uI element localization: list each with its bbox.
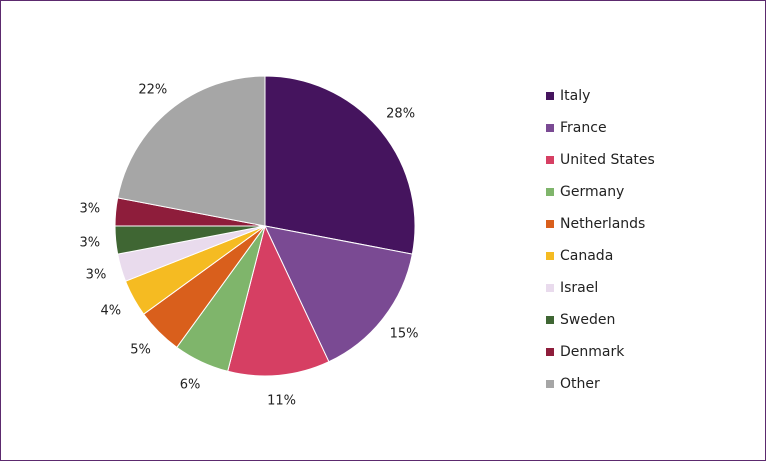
legend-item: Denmark — [546, 336, 655, 368]
slice-label-netherlands: 5% — [130, 342, 151, 358]
legend-label: Germany — [560, 184, 625, 200]
legend-item: France — [546, 112, 655, 144]
legend-label: Denmark — [560, 344, 625, 360]
slice-label-france: 15% — [389, 326, 419, 342]
pie-slice-other — [117, 75, 266, 227]
legend-swatch — [546, 220, 554, 228]
slice-label-germany: 6% — [179, 377, 201, 393]
slice-label-canada: 4% — [100, 303, 122, 319]
legend-label: Canada — [560, 248, 614, 264]
legend-swatch — [546, 124, 554, 132]
legend-item: United States — [546, 144, 655, 176]
legend-item: Israel — [546, 272, 655, 304]
legend-item: Other — [546, 368, 655, 400]
legend-swatch — [546, 92, 554, 100]
pie-slice-united-states — [227, 224, 330, 377]
legend-label: Sweden — [560, 312, 616, 328]
legend-label: Israel — [560, 280, 599, 296]
pie-slice-italy — [264, 75, 416, 255]
legend-swatch — [546, 252, 554, 260]
legend-item: Italy — [546, 80, 655, 112]
legend-label: Netherlands — [560, 216, 646, 232]
slice-label-israel: 3% — [85, 267, 107, 283]
slice-label-sweden: 3% — [79, 235, 101, 251]
legend-item: Sweden — [546, 304, 655, 336]
legend-item: Netherlands — [546, 208, 655, 240]
legend-label: Other — [560, 376, 600, 392]
legend: Italy France United States Germany Netherlan… — [546, 80, 655, 400]
legend-swatch — [546, 316, 554, 324]
legend-swatch — [546, 380, 554, 388]
slice-label-italy: 28% — [386, 106, 416, 122]
slice-label-united-states: 11% — [267, 393, 297, 409]
legend-swatch — [546, 156, 554, 164]
legend-swatch — [546, 348, 554, 356]
legend-swatch — [546, 188, 554, 196]
legend-item: Canada — [546, 240, 655, 272]
legend-label: Italy — [560, 88, 591, 104]
legend-item: Germany — [546, 176, 655, 208]
slice-label-other: 22% — [138, 82, 168, 98]
legend-label: United States — [560, 152, 655, 168]
legend-swatch — [546, 284, 554, 292]
slice-label-denmark: 3% — [79, 201, 101, 217]
legend-label: France — [560, 120, 607, 136]
pie-slice-france — [264, 225, 413, 363]
